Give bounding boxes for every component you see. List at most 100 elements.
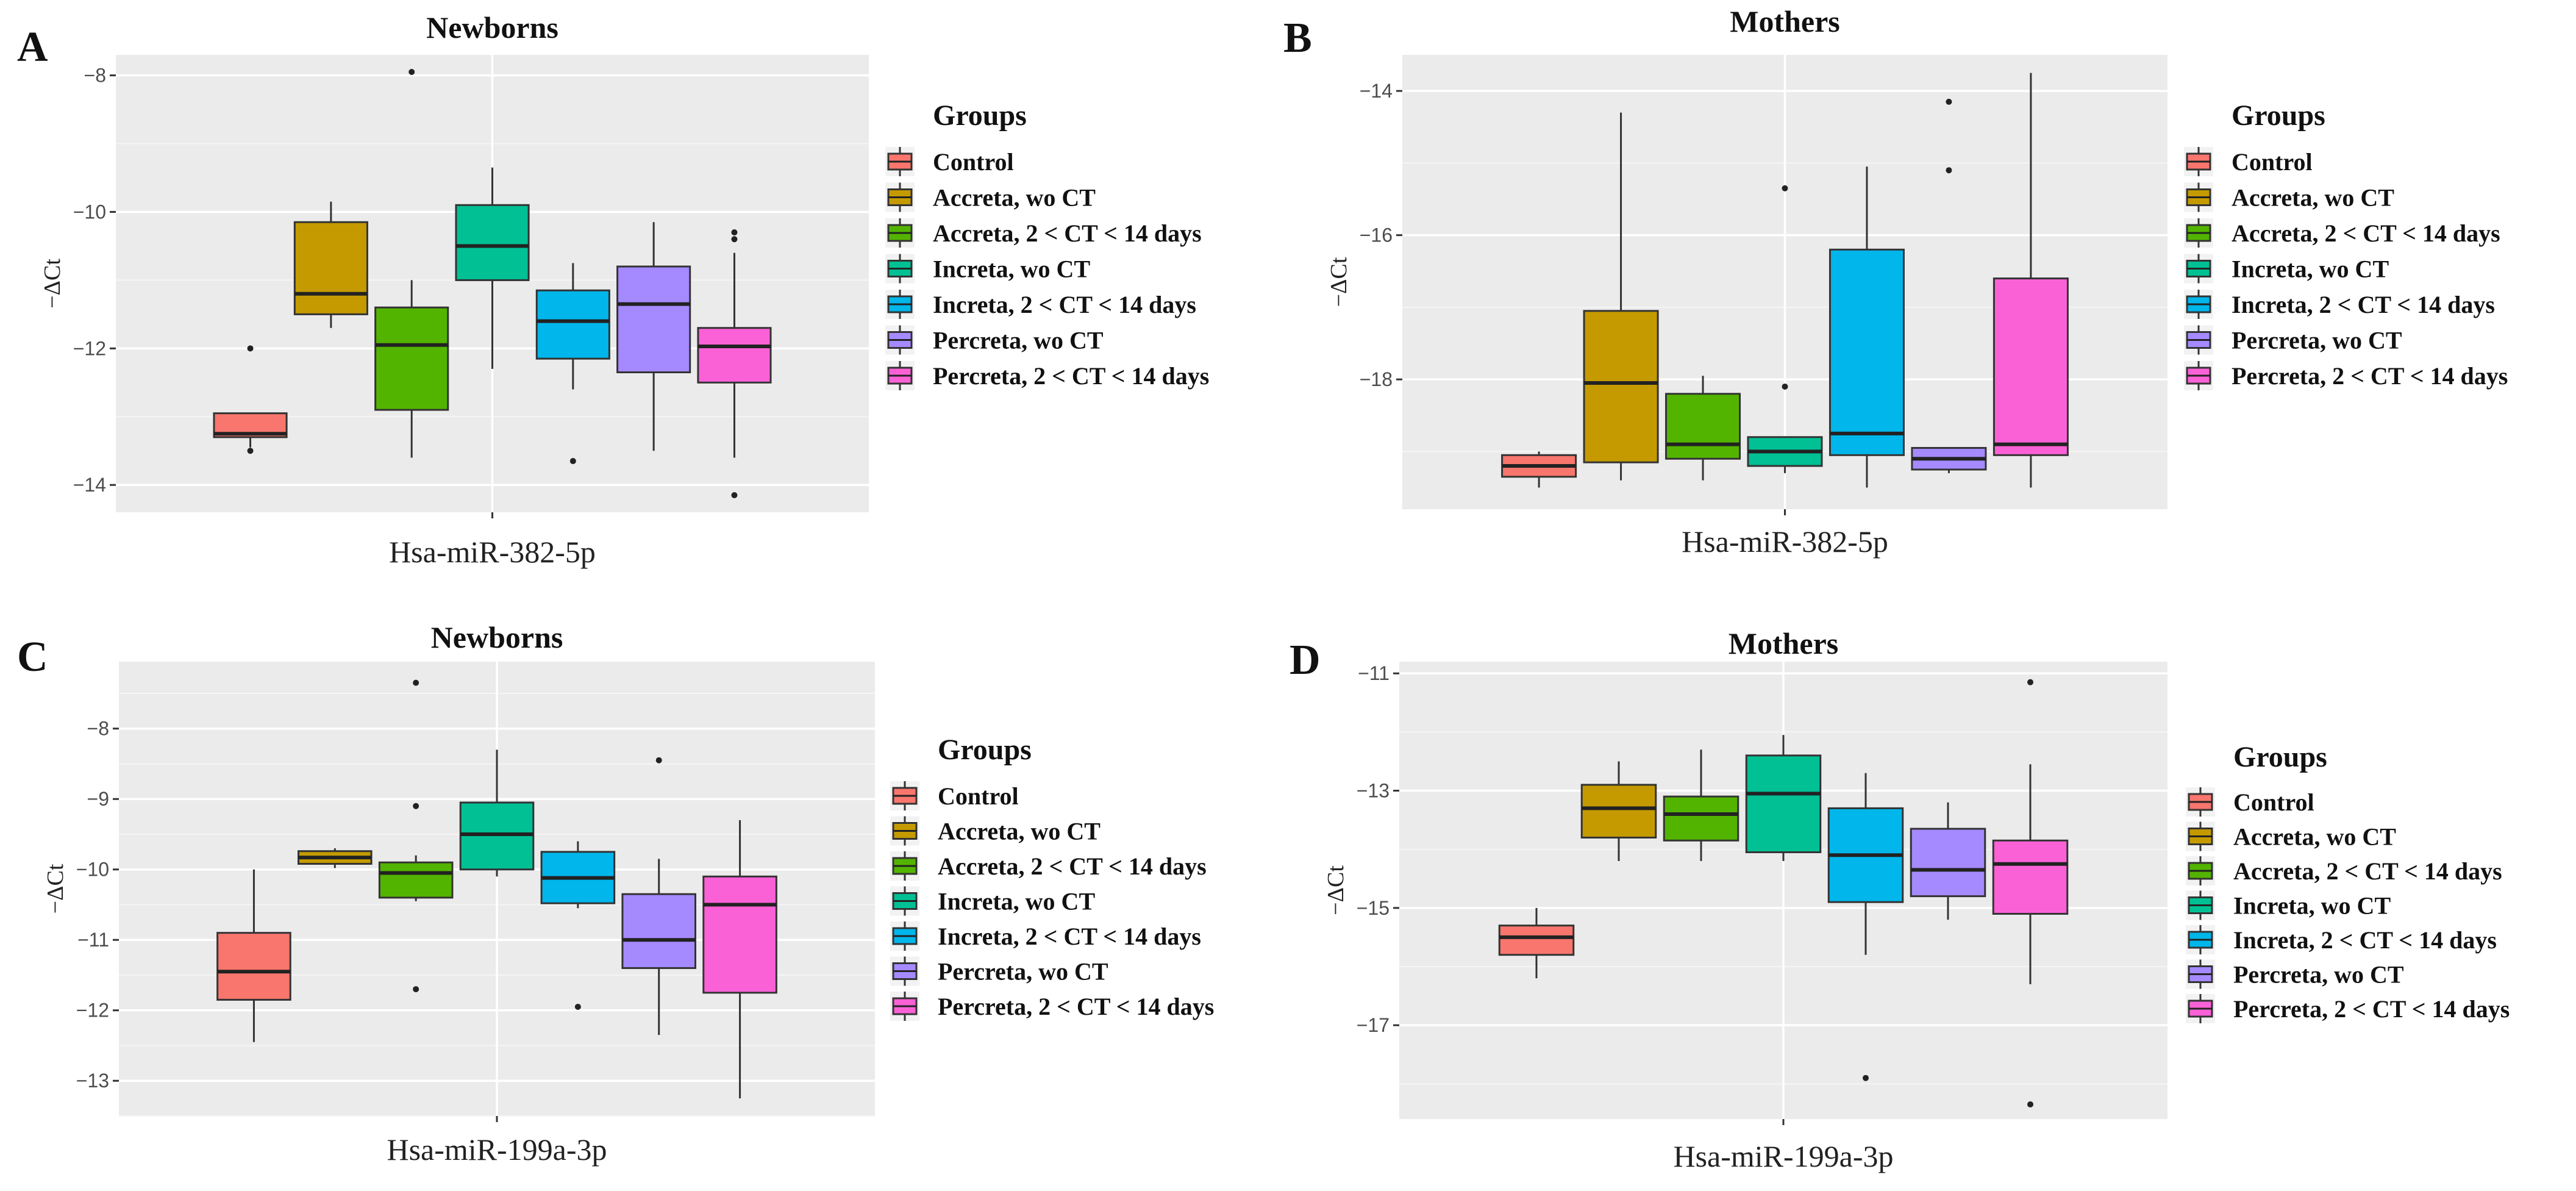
outlier-point — [574, 1003, 581, 1010]
box-6 — [1911, 98, 1987, 473]
legend-title: Groups — [938, 734, 1032, 766]
outlier-point — [1863, 1075, 1869, 1081]
legend-item: Percreta, wo CT — [885, 325, 1104, 355]
box-iqr — [378, 861, 454, 899]
box-2 — [293, 201, 368, 328]
legend-item: Percreta, 2 < CT < 14 days — [885, 361, 1209, 390]
legend: Groups Control Accreta, wo CT Accreta, 2 < … — [890, 734, 1214, 1021]
y-tick-label: −8 — [87, 718, 109, 740]
box-iqr — [374, 306, 449, 411]
box-iqr — [1745, 754, 1822, 854]
legend-item: Accreta, 2 < CT < 14 days — [890, 851, 1207, 881]
legend-item: Control — [890, 781, 1019, 810]
legend-label: Increta, wo CT — [2232, 256, 2389, 283]
box-3 — [374, 68, 449, 458]
chart-title: Mothers — [1730, 4, 1840, 38]
box-iqr — [1663, 795, 1739, 842]
box-6 — [616, 222, 691, 451]
legend-item: Accreta, 2 < CT < 14 days — [2184, 218, 2500, 248]
outlier-point — [1946, 98, 1952, 105]
legend-label: Control — [2233, 789, 2314, 816]
panel-letter: D — [1290, 637, 1321, 684]
legend-label: Accreta, 2 < CT < 14 days — [933, 220, 1202, 247]
outlier-point — [569, 458, 576, 465]
box-1 — [216, 869, 291, 1042]
box-6 — [621, 757, 697, 1035]
legend-item: Increta, wo CT — [890, 886, 1095, 916]
outlier-point — [2027, 679, 2033, 685]
legend-item: Accreta, wo CT — [885, 182, 1096, 212]
chart-title: Newborns — [431, 620, 563, 654]
legend-label: Percreta, 2 < CT < 14 days — [933, 362, 1209, 390]
y-axis-label: −ΔCt — [43, 864, 68, 914]
box-4 — [455, 167, 530, 369]
legend: Groups Control Accreta, wo CT Accreta, 2 < … — [2186, 741, 2510, 1023]
legend-item: Increta, 2 < CT < 14 days — [2186, 925, 2497, 954]
box-5 — [540, 841, 616, 1010]
legend-item: Control — [885, 147, 1014, 176]
outlier-point — [1782, 185, 1788, 191]
y-tick-label: −11 — [77, 929, 109, 951]
legend-item: Increta, 2 < CT < 14 days — [890, 921, 1201, 951]
outlier-point — [2027, 1101, 2033, 1107]
y-tick-label: −15 — [1357, 897, 1390, 919]
legend-item: Percreta, 2 < CT < 14 days — [2186, 994, 2510, 1023]
legend-label: Accreta, 2 < CT < 14 days — [938, 853, 1207, 880]
box-5 — [535, 263, 610, 465]
legend-label: Accreta, wo CT — [933, 184, 1096, 212]
box-2 — [298, 848, 373, 868]
chart-title: Mothers — [1729, 626, 1839, 660]
panel-letter: C — [17, 634, 48, 681]
legend-label: Increta, 2 < CT < 14 days — [938, 923, 1201, 950]
outlier-point — [731, 229, 738, 236]
legend-label: Increta, 2 < CT < 14 days — [933, 291, 1196, 318]
y-tick-label: −17 — [1357, 1014, 1390, 1036]
legend-item: Increta, wo CT — [885, 254, 1090, 284]
legend-label: Accreta, 2 < CT < 14 days — [2233, 857, 2502, 885]
box-iqr — [455, 204, 530, 281]
legend-title: Groups — [2233, 741, 2327, 773]
box-5 — [1827, 773, 1904, 1081]
y-tick-label: −14 — [73, 474, 106, 496]
legend-label: Percreta, wo CT — [938, 958, 1108, 985]
x-axis-label: Hsa-miR-382-5p — [389, 535, 596, 569]
legend-label: Control — [938, 782, 1019, 810]
box-iqr — [1498, 925, 1575, 956]
box-iqr — [616, 265, 691, 374]
outlier-point — [413, 986, 419, 993]
box-5 — [1829, 166, 1905, 488]
panel-a: A Newborns −8 −10 −12 −14 Hsa-miR-382-5p −ΔCt Gr… — [17, 10, 1209, 569]
y-tick-label: −14 — [1360, 80, 1393, 102]
legend-label: Percreta, wo CT — [2232, 327, 2402, 354]
y-tick-label: −13 — [1357, 780, 1390, 802]
x-axis-label: Hsa-miR-199a-3p — [1673, 1139, 1893, 1173]
y-tick-label: −13 — [76, 1070, 109, 1092]
legend-title: Groups — [933, 99, 1027, 132]
y-axis-label: −ΔCt — [1326, 257, 1352, 307]
panel-letter: A — [17, 24, 48, 71]
box-iqr — [1992, 839, 2069, 915]
legend-item: Accreta, wo CT — [2184, 182, 2394, 212]
box-1 — [1501, 451, 1577, 488]
box-3 — [1665, 376, 1741, 481]
legend-label: Increta, 2 < CT < 14 days — [2233, 926, 2497, 954]
box-7 — [1993, 73, 2069, 488]
legend-item: Control — [2184, 147, 2313, 176]
panel-d: D Mothers −11 −13 −15 −17 Hsa-miR-199a-3p −ΔCt G… — [1290, 626, 2510, 1173]
outlier-point — [731, 236, 738, 243]
outlier-point — [655, 757, 662, 764]
legend-item: Percreta, wo CT — [2186, 959, 2404, 989]
box-1 — [213, 345, 288, 454]
box-iqr — [216, 932, 291, 1001]
legend-label: Accreta, wo CT — [2232, 184, 2394, 212]
box-iqr — [535, 289, 610, 360]
outlier-point — [1782, 383, 1788, 390]
box-2 — [1580, 761, 1657, 861]
box-iqr — [293, 221, 368, 315]
legend-label: Control — [2232, 148, 2313, 176]
legend-label: Percreta, wo CT — [2233, 961, 2404, 989]
y-tick-label: −10 — [76, 859, 109, 881]
legend-item: Accreta, 2 < CT < 14 days — [885, 218, 1202, 248]
panel-c: C Newborns −8 −9 −10 −11 −12 −13 Hsa-miR-199a-3p… — [17, 620, 1214, 1167]
